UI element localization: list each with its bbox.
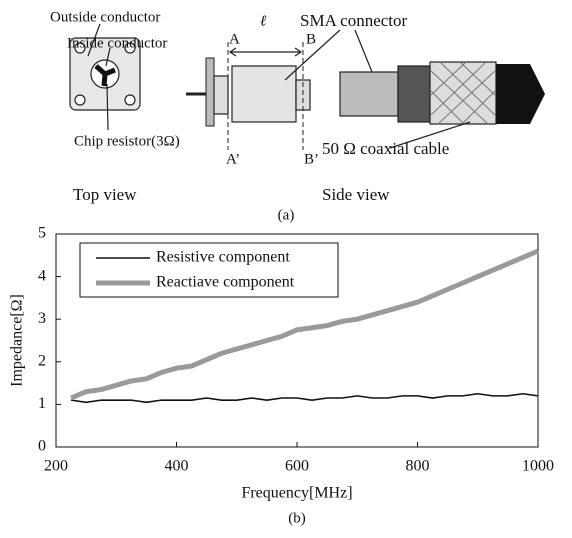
chart: 0 1 2 3 4 5 200 400 600 800 1000 Frequency[MHz] (b) I… xyxy=(9,225,554,527)
legend-label: Reactiave component xyxy=(156,274,295,291)
x-tick-label: 400 xyxy=(165,458,189,475)
hole xyxy=(74,42,86,54)
label: Top view xyxy=(73,185,137,204)
series-line xyxy=(70,248,539,401)
legend-label: Resistive component xyxy=(156,249,290,266)
legend-box xyxy=(79,242,339,298)
hole xyxy=(124,42,136,54)
x-tick-label: 1000 xyxy=(522,458,554,475)
y-tick-label: 0 xyxy=(38,438,46,455)
body xyxy=(213,75,229,115)
diagram: Outside conductor Inside conductor Chip … xyxy=(50,9,545,223)
label: Inside conductor xyxy=(67,35,167,51)
resistor-symbol xyxy=(94,64,116,87)
hatch xyxy=(429,61,497,125)
label: A’ xyxy=(226,151,240,167)
label: Outside conductor xyxy=(50,9,160,25)
y-axis-label: Impedance[Ω] xyxy=(9,294,26,387)
x-tick-label: 200 xyxy=(44,458,68,475)
jacket xyxy=(496,64,545,124)
label: ℓ xyxy=(260,13,266,29)
label: SMA connector xyxy=(300,11,408,30)
hole xyxy=(124,94,136,106)
label: Side view xyxy=(322,185,390,204)
length-arrow xyxy=(228,47,303,57)
label: B xyxy=(306,31,316,47)
leader xyxy=(87,23,471,149)
sma-nut xyxy=(397,65,431,123)
y-tick-label: 1 xyxy=(38,395,46,412)
plate xyxy=(205,57,215,127)
braid xyxy=(429,61,497,125)
label: A xyxy=(229,31,240,47)
label: 50 Ω coaxial cable xyxy=(322,139,449,158)
label: Chip resistor(3Ω) xyxy=(74,133,180,149)
nut xyxy=(231,65,297,123)
y-tick-label: 5 xyxy=(38,225,46,242)
caption: (a) xyxy=(278,207,295,223)
sma-male xyxy=(339,71,399,117)
x-tick-label: 800 xyxy=(406,458,430,475)
y-tick-label: 2 xyxy=(38,352,46,369)
hole xyxy=(74,94,86,106)
x-tick-label: 600 xyxy=(285,458,309,475)
label: B’ xyxy=(304,151,319,167)
series-line xyxy=(70,392,539,404)
y-tick-label: 4 xyxy=(38,267,46,284)
caption: (b) xyxy=(288,510,306,526)
x-axis-label: Frequency[MHz] xyxy=(241,485,352,502)
y-tick-label: 3 xyxy=(38,310,46,327)
